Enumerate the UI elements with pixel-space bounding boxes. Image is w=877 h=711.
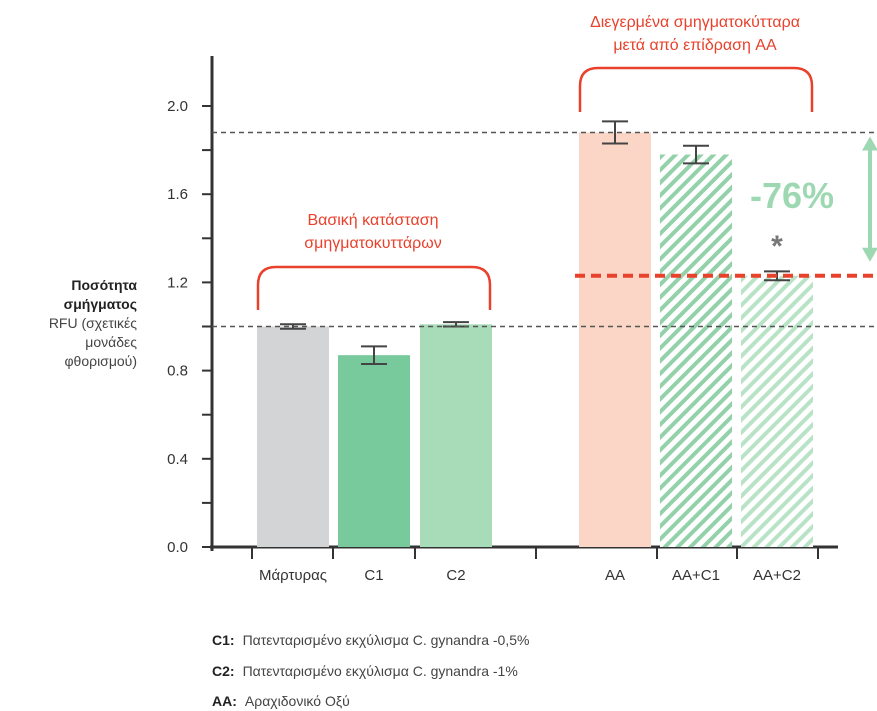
legend-text-aa: Αραχιδονικό Οξύ	[244, 693, 350, 709]
bar-C2	[420, 324, 492, 547]
legend-key-c2: C2:	[212, 663, 235, 679]
x-tick-label: AA	[605, 567, 625, 584]
x-tick-label: AA+C1	[672, 567, 720, 584]
reduction-arrow-head-up	[862, 136, 877, 151]
bar-AA	[579, 132, 651, 547]
group-label-baseline-line-1: Βασική κατάσταση	[307, 212, 438, 229]
group-label-stimulated-line-2: μετά από επίδραση AA	[613, 37, 777, 54]
bar-AA+C2	[741, 275, 813, 547]
annotation-percent: -76%	[750, 175, 834, 216]
legend-text-c2: Πατενταρισμένο εκχύλισμα C. gynandra -1%	[242, 663, 518, 679]
group-label-stimulated-line-1: Διεγερμένα σμηγματοκύτταρα	[590, 14, 800, 31]
group-brace-baseline	[256, 265, 492, 310]
y-tick-label: 1.2	[167, 274, 188, 291]
bar-AA+C1	[660, 154, 732, 547]
y-tick-label: 0.8	[167, 363, 188, 380]
y-axis-title-line-5: φθορισμού)	[64, 353, 137, 369]
bar-Μάρτυρας	[257, 326, 329, 547]
y-axis-title-line-3: RFU (σχετικές	[48, 315, 137, 331]
significance-mark: *	[771, 230, 783, 263]
group-label-baseline-line-2: σμηγματοκυττάρων	[304, 235, 441, 252]
bar-chart: 0.0 0.4 0.8 1.2 1.6 2.0 Μάρτυρας C1 C2 AA AA+C1 AA+…	[167, 14, 877, 584]
x-tick-label: C2	[446, 567, 465, 584]
y-axis-title: Ποσότητα σμήγματος RFU (σχετικές μονάδες…	[49, 276, 137, 371]
reduction-arrow-head-down	[862, 247, 877, 262]
group-brace-stimulated	[578, 66, 814, 112]
y-tick-label: 0.4	[167, 451, 188, 468]
x-tick-label: Μάρτυρας	[259, 567, 327, 584]
legend-key-aa: AA:	[212, 693, 237, 709]
legend-item-c1: C1: Πατενταρισμένο εκχύλισμα C. gynandra …	[212, 632, 529, 648]
legend-key-c1: C1:	[212, 632, 235, 648]
y-axis-title-line-2: σμήγματος	[63, 296, 137, 312]
y-tick-label: 0.0	[167, 539, 188, 556]
legend-item-aa: AA: Αραχιδονικό Οξύ	[212, 693, 350, 709]
x-tick-label: AA+C2	[753, 567, 801, 584]
y-axis-title-line-4: μονάδες	[85, 334, 137, 350]
x-tick-label: C1	[364, 567, 383, 584]
legend-item-c2: C2: Πατενταρισμένο εκχύλισμα C. gynandra …	[212, 663, 518, 679]
bar-C1	[338, 355, 410, 547]
y-tick-label: 1.6	[167, 186, 188, 203]
y-axis-title-line-1: Ποσότητα	[71, 277, 137, 293]
legend-text-c1: Πατενταρισμένο εκχύλισμα C. gynandra -0,…	[242, 632, 530, 648]
y-tick-label: 2.0	[167, 98, 188, 115]
